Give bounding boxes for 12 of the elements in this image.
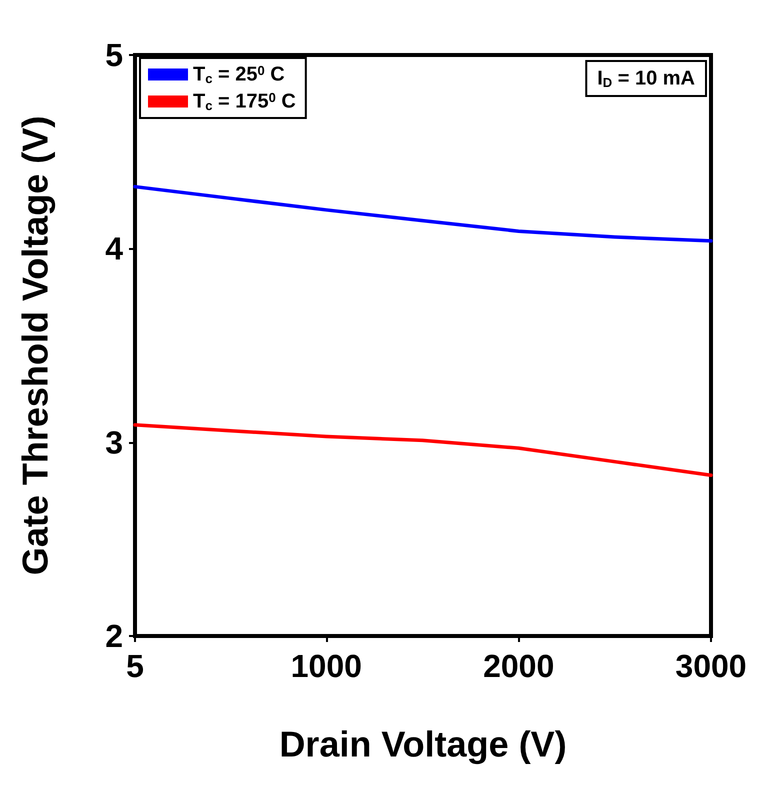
- line-series: [133, 423, 713, 478]
- x-tick-label: 1000: [290, 648, 362, 684]
- line-series: [133, 184, 713, 243]
- y-tick-label: 4: [105, 230, 124, 267]
- y-tick-label: 2: [105, 618, 123, 654]
- x-tick-label: 3000: [675, 648, 747, 684]
- y-tick-label: 3: [105, 424, 123, 460]
- annotation: ID = 10 mA: [597, 68, 696, 90]
- y-tick-label: 5: [105, 37, 123, 73]
- x-axis-title: Drain Voltage (V): [279, 724, 567, 764]
- x-tick-label: 2000: [483, 648, 554, 684]
- y-axis-title: Gate Threshold Voltage (V): [14, 116, 56, 576]
